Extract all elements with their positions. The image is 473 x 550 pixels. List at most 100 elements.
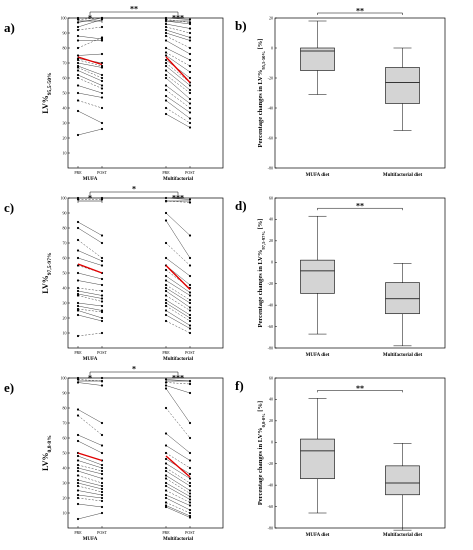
mufa-subject-post-point — [100, 477, 104, 480]
multifactorial-subject-line — [165, 107, 191, 124]
panel-letter: e) — [4, 380, 14, 395]
mufa-subject-post-point — [100, 73, 104, 77]
sig-bracket — [89, 11, 179, 15]
multifactorial-subject-pre-point — [164, 25, 168, 29]
y-tick-label: 80 — [63, 45, 67, 50]
mufa-subject-post-point — [100, 421, 104, 425]
mufa-subject-pre-point — [76, 484, 80, 488]
multifactorial-subject-post-point — [188, 319, 192, 323]
mufa-subject-line — [77, 485, 103, 493]
y-axis-label: LV%95,5-50% — [41, 72, 53, 114]
multifactorial-subject-pre-point — [164, 309, 168, 312]
mufa-subject-post-point — [100, 490, 104, 494]
multifactorial-subject-post-point — [188, 39, 192, 42]
multifactorial-mean-line — [165, 265, 191, 290]
mufa-subject-pre-point — [76, 58, 80, 62]
multifactorial-subject-post-point — [188, 264, 192, 267]
mufa-subject-post-point — [100, 66, 104, 69]
plot-frame — [274, 197, 446, 349]
mufa-mean-line — [77, 452, 103, 462]
multifactorial-subject-post-point — [188, 198, 192, 201]
multifactorial-subject-pre-point — [164, 304, 168, 308]
y-tick-label: -20 — [268, 281, 273, 286]
mufa-subject-line — [77, 379, 103, 382]
multifactorial-subject-pre-point — [164, 457, 168, 461]
multifactorial-subject-pre-point — [164, 34, 168, 38]
y-tick-label: 90 — [63, 210, 67, 215]
multifactorial-subject-pre-point — [164, 64, 168, 68]
multifactorial-subject-post-point — [188, 498, 192, 501]
multifactorial-subject-pre-point — [164, 31, 168, 35]
multifactorial-subject-pre-point — [164, 384, 168, 387]
multifactorial-subject-pre-point — [164, 99, 168, 102]
multifactorial-subject-post-point — [188, 256, 192, 260]
y-axis-label: LV%97,5-97% — [41, 252, 53, 294]
multifactorial-mean-line — [165, 56, 191, 83]
mufa-subject-post-point — [100, 259, 104, 263]
plot-frame — [274, 17, 446, 169]
mufa-subject-line — [77, 482, 103, 490]
multifactorial-subject-pre-point — [164, 88, 168, 92]
multifactorial-subject-line — [165, 20, 191, 25]
mufa-subject-post-point — [100, 451, 104, 455]
mufa-subject-post-point — [100, 84, 104, 87]
mufa-subject-post-point — [100, 484, 104, 488]
multifactorial-subject-line — [165, 55, 191, 73]
y-tick-label: -40 — [268, 302, 273, 307]
mufa-subject-line — [77, 512, 103, 520]
multifactorial-subject-post-point — [188, 22, 192, 26]
mufa-subject-post-point — [100, 234, 104, 237]
category-label: Multifactorial diet — [383, 173, 423, 178]
mufa-subject-post-point — [100, 87, 104, 90]
mufa-subject-line — [77, 475, 103, 484]
y-tick-label: 20 — [63, 315, 67, 320]
multifactorial-subject-post-point — [188, 97, 192, 101]
x-tick-label: PRE — [162, 170, 170, 175]
multifactorial-subject-post-point — [188, 477, 192, 480]
sig-label: * — [132, 185, 136, 194]
sig-label: *** — [172, 374, 184, 383]
y-tick-label: 60 — [269, 195, 273, 200]
multifactorial-subject-line — [165, 26, 191, 34]
mufa-subject-post-point — [100, 96, 104, 99]
mufa-subject-line — [77, 257, 103, 266]
plot-frame — [274, 377, 446, 529]
sig-label: ** — [356, 202, 364, 211]
mufa-subject-post-point — [100, 469, 104, 473]
multifactorial-subject-post-point — [188, 274, 192, 278]
multifactorial-subject-pre-point — [164, 196, 168, 200]
multifactorial-subject-line — [165, 290, 191, 308]
y-tick-label: -60 — [268, 135, 273, 140]
mufa-subject-post-point — [100, 297, 104, 300]
mufa-subject-post-point — [100, 316, 104, 320]
mufa-subject-post-point — [100, 331, 104, 335]
multifactorial-subject-pre-point — [164, 112, 168, 116]
mufa-subject-pre-point — [76, 378, 80, 381]
x-tick-label: POST — [97, 350, 107, 355]
multifactorial-subject-pre-point — [164, 58, 168, 62]
box-chart: 20 0 -20 -40 -60 -80 MUFA diet Multifactorial d… — [235, 7, 446, 178]
multifactorial-subject-pre-point — [164, 432, 168, 435]
multifactorial-subject-pre-point — [164, 313, 168, 317]
mufa-subject-pre-point — [76, 73, 80, 77]
mufa-subject-post-point — [100, 18, 104, 21]
y-tick-label: 50 — [63, 90, 67, 95]
multifactorial-subject-post-point — [188, 313, 192, 317]
multifactorial-subject-pre-point — [164, 496, 168, 500]
box — [385, 67, 420, 104]
x-tick-label: PRE — [162, 530, 170, 535]
multifactorial-subject-line — [165, 47, 191, 61]
mufa-subject-post-point — [100, 241, 104, 245]
y-tick-label: -20 — [268, 461, 273, 466]
multifactorial-subject-post-point — [188, 27, 192, 30]
multifactorial-subject-post-point — [188, 391, 192, 395]
mufa-subject-pre-point — [76, 198, 80, 201]
multifactorial-subject-post-point — [188, 382, 192, 386]
mufa-subject-post-point — [100, 499, 104, 503]
category-label: Multifactorial diet — [383, 353, 423, 358]
group-label-mufa: MUFA — [83, 357, 98, 362]
multifactorial-subject-pre-point — [164, 505, 168, 509]
y-tick-label: -80 — [268, 165, 273, 170]
mufa-subject-line — [77, 110, 103, 124]
mufa-subject-line — [77, 295, 103, 302]
